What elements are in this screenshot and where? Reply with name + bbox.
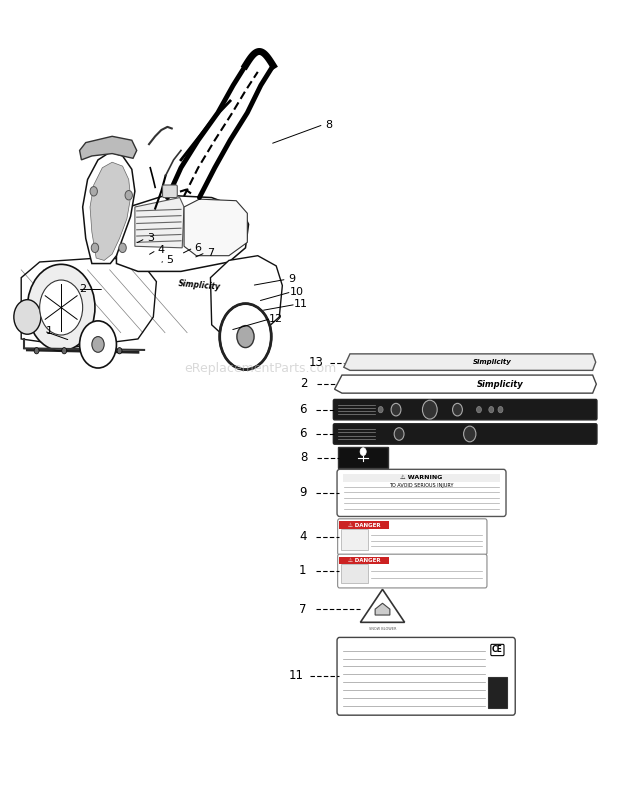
Text: 2: 2 — [300, 377, 308, 390]
Circle shape — [378, 407, 383, 413]
Text: 7: 7 — [299, 603, 306, 615]
Circle shape — [92, 337, 104, 352]
Circle shape — [34, 347, 39, 354]
Text: 9: 9 — [288, 274, 295, 284]
Text: 11: 11 — [289, 669, 304, 683]
Circle shape — [62, 347, 67, 354]
Text: 1: 1 — [299, 564, 306, 577]
Circle shape — [27, 264, 95, 350]
Polygon shape — [184, 199, 247, 255]
Bar — [343, 474, 500, 482]
FancyBboxPatch shape — [338, 519, 487, 555]
Circle shape — [89, 347, 94, 354]
Text: 6: 6 — [299, 427, 306, 441]
Circle shape — [453, 403, 463, 416]
Text: 8: 8 — [300, 451, 308, 464]
Text: Simplicity: Simplicity — [178, 279, 221, 292]
Polygon shape — [135, 198, 184, 248]
Text: Simplicity: Simplicity — [477, 380, 524, 388]
Circle shape — [40, 280, 82, 335]
Circle shape — [498, 407, 503, 413]
Circle shape — [219, 304, 272, 369]
FancyBboxPatch shape — [337, 638, 515, 715]
Text: 7: 7 — [207, 248, 214, 258]
Text: 8: 8 — [325, 119, 332, 130]
Text: 12: 12 — [269, 313, 283, 324]
Circle shape — [237, 326, 254, 347]
Circle shape — [489, 407, 494, 413]
Text: 2: 2 — [79, 285, 86, 294]
Polygon shape — [375, 604, 390, 615]
Text: 10: 10 — [290, 287, 303, 297]
Circle shape — [394, 428, 404, 441]
FancyBboxPatch shape — [338, 554, 487, 588]
Circle shape — [391, 403, 401, 416]
Circle shape — [14, 300, 41, 335]
Text: 6: 6 — [299, 403, 306, 416]
Polygon shape — [90, 162, 131, 260]
Circle shape — [79, 321, 117, 368]
Circle shape — [360, 448, 366, 456]
Text: CE: CE — [492, 645, 503, 654]
Circle shape — [422, 400, 437, 419]
FancyBboxPatch shape — [339, 447, 388, 467]
Text: Simplicity: Simplicity — [473, 359, 512, 365]
Text: 5: 5 — [166, 255, 174, 266]
FancyBboxPatch shape — [162, 185, 177, 198]
Polygon shape — [79, 136, 137, 160]
Text: ⚠ DANGER: ⚠ DANGER — [348, 558, 381, 563]
Text: 13: 13 — [309, 356, 324, 369]
Text: 11: 11 — [294, 299, 308, 309]
Polygon shape — [21, 257, 156, 346]
Circle shape — [119, 243, 126, 252]
Text: 1: 1 — [45, 326, 52, 336]
Circle shape — [90, 187, 97, 196]
Polygon shape — [210, 255, 282, 339]
Text: 6: 6 — [195, 243, 202, 253]
Text: ⚠ WARNING: ⚠ WARNING — [401, 475, 443, 479]
Bar — [341, 564, 368, 583]
Circle shape — [117, 347, 122, 354]
Text: SNOW BLOWER: SNOW BLOWER — [369, 627, 396, 631]
Text: ⚠ DANGER: ⚠ DANGER — [348, 523, 381, 528]
Text: TO AVOID SERIOUS INJURY: TO AVOID SERIOUS INJURY — [389, 483, 454, 488]
Polygon shape — [117, 195, 249, 271]
Bar — [340, 521, 389, 529]
Circle shape — [91, 243, 99, 252]
Text: 3: 3 — [147, 233, 154, 244]
Text: 9: 9 — [299, 486, 306, 499]
Polygon shape — [360, 589, 405, 623]
Text: 4: 4 — [157, 245, 165, 255]
Bar — [340, 557, 389, 564]
Text: 4: 4 — [299, 531, 306, 543]
FancyBboxPatch shape — [334, 399, 597, 420]
Bar — [488, 676, 507, 708]
Polygon shape — [344, 354, 596, 370]
Polygon shape — [82, 152, 135, 263]
FancyBboxPatch shape — [334, 424, 597, 445]
Polygon shape — [335, 375, 596, 393]
Circle shape — [477, 407, 481, 413]
Circle shape — [464, 426, 476, 442]
Text: eReplacementParts.com: eReplacementParts.com — [185, 361, 337, 374]
Circle shape — [125, 191, 133, 200]
Bar — [341, 529, 368, 551]
FancyBboxPatch shape — [337, 469, 506, 517]
